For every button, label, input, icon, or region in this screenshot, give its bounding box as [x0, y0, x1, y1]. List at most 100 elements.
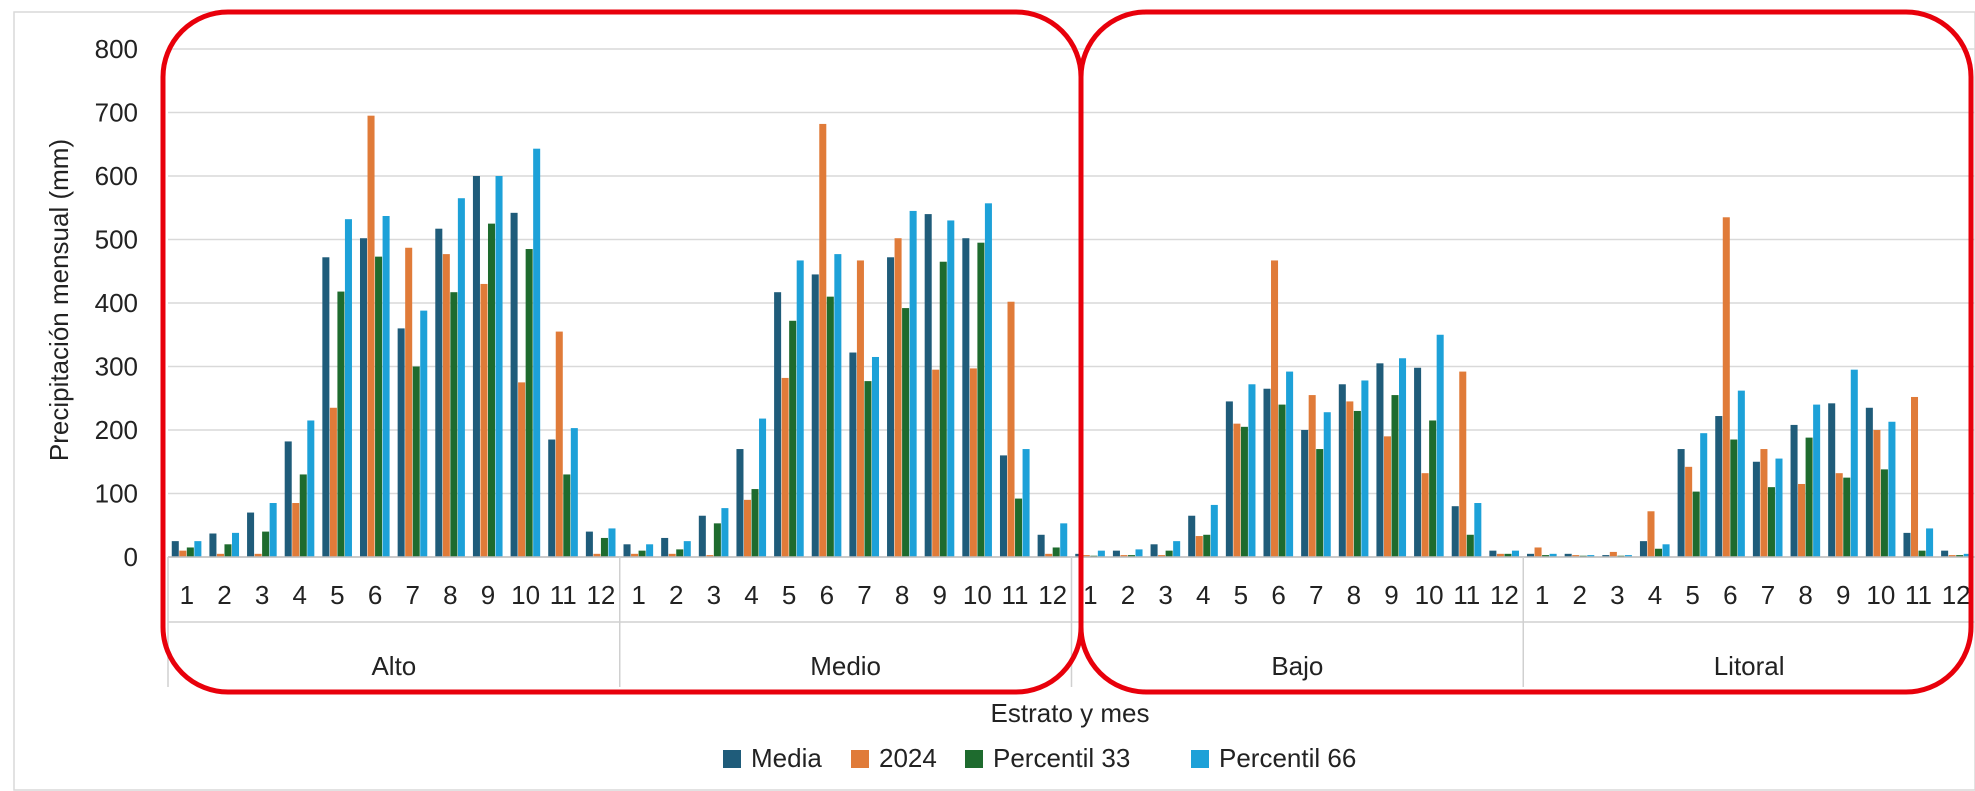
bar-media	[1752, 461, 1760, 557]
bar-percentil-33	[1956, 555, 1964, 557]
y-tick-label: 300	[95, 352, 138, 382]
bar-percentil-66	[1963, 553, 1971, 557]
x-tick-label: 12	[1942, 580, 1971, 610]
bar-media	[1527, 553, 1535, 557]
bar-2024	[442, 254, 450, 558]
bar-percentil-33	[525, 249, 533, 557]
x-tick-label: 12	[586, 580, 615, 610]
x-tick-label: 6	[820, 580, 834, 610]
bar-percentil-66	[382, 216, 390, 557]
bar-percentil-66	[646, 544, 654, 557]
x-tick-label: 8	[895, 580, 909, 610]
x-tick-label: 11	[1905, 580, 1932, 610]
bar-2024	[1271, 260, 1279, 557]
gridlines	[168, 48, 1975, 558]
bar-percentil-66	[1361, 380, 1369, 557]
bar-2024	[1798, 483, 1806, 557]
bar-2024	[1911, 396, 1919, 557]
bars	[171, 115, 1971, 558]
bar-percentil-33	[299, 474, 307, 557]
bar-percentil-66	[1173, 541, 1181, 558]
bar-media	[1225, 401, 1233, 557]
x-tick-label: 1	[631, 580, 645, 610]
bar-percentil-66	[1888, 421, 1896, 557]
x-tick-label: 10	[511, 580, 540, 610]
bar-2024	[1835, 473, 1843, 557]
bar-percentil-66	[1624, 555, 1632, 557]
x-tick-label: 7	[405, 580, 419, 610]
x-tick-label: 2	[1121, 580, 1135, 610]
bar-2024	[1722, 217, 1730, 557]
bar-percentil-66	[232, 532, 240, 557]
legend-swatch	[851, 750, 869, 768]
x-tick-label: 5	[782, 580, 796, 610]
x-tick-label: 7	[1309, 580, 1323, 610]
bar-percentil-33	[1391, 395, 1399, 557]
bar-2024	[1572, 555, 1580, 557]
bar-2024	[1685, 466, 1693, 557]
bar-2024	[1082, 555, 1090, 557]
x-tick-label: 7	[857, 580, 871, 610]
bar-media	[284, 441, 292, 557]
bar-2024	[254, 553, 262, 557]
bar-percentil-66	[834, 254, 842, 558]
bar-percentil-33	[751, 489, 759, 557]
x-tick-label: 2	[217, 580, 231, 610]
x-tick-label: 5	[330, 580, 344, 610]
x-tick-label: 3	[707, 580, 721, 610]
bar-percentil-66	[1511, 550, 1519, 557]
bar-percentil-33	[412, 366, 420, 557]
bar-2024	[179, 550, 187, 557]
bar-2024	[555, 331, 563, 557]
bar-media	[1376, 363, 1384, 557]
bar-2024	[781, 377, 789, 557]
bar-2024	[668, 553, 676, 557]
bar-percentil-66	[721, 508, 729, 557]
y-tick-label: 700	[95, 98, 138, 128]
x-tick-label: 2	[669, 580, 683, 610]
x-tick-label: 11	[550, 580, 577, 610]
bar-media	[1790, 424, 1798, 557]
x-tick-label: 12	[1490, 580, 1519, 610]
bar-percentil-33	[1316, 449, 1324, 557]
bar-media	[698, 515, 706, 557]
x-tick-label: 4	[1648, 580, 1662, 610]
bar-percentil-66	[1850, 369, 1858, 557]
y-tick-labels: 0 100 200 300 400 500 600 700 800	[95, 34, 138, 572]
bar-percentil-33	[224, 544, 232, 557]
x-tick-label: 1	[180, 580, 194, 610]
bar-percentil-66	[1135, 549, 1143, 557]
bar-2024	[894, 238, 902, 558]
group-label: Bajo	[1271, 651, 1323, 681]
legend-swatch	[965, 750, 983, 768]
bar-percentil-33	[1880, 469, 1888, 557]
bar-percentil-33	[638, 550, 646, 557]
bar-percentil-66	[457, 198, 465, 557]
chart-border	[13, 11, 1975, 791]
bar-2024	[292, 503, 300, 557]
legend-label: Media	[751, 743, 822, 773]
bar-2024	[480, 283, 488, 557]
x-tick-label: 12	[1038, 580, 1067, 610]
legend-swatch	[1191, 750, 1209, 768]
bar-2024	[1609, 551, 1617, 557]
x-tick-label: 10	[963, 580, 992, 610]
bar-percentil-33	[563, 474, 571, 557]
bar-2024	[932, 369, 940, 557]
bar-percentil-33	[713, 523, 721, 557]
bar-percentil-33	[1353, 410, 1361, 557]
bar-media	[1112, 550, 1120, 557]
bar-percentil-66	[759, 418, 767, 557]
bar-percentil-33	[902, 308, 910, 557]
bar-2024	[1496, 553, 1504, 557]
bar-percentil-33	[676, 549, 684, 557]
bar-percentil-66	[947, 220, 955, 557]
bar-percentil-33	[337, 291, 345, 557]
bar-percentil-33	[1466, 534, 1474, 557]
bar-media	[548, 439, 556, 557]
bar-percentil-33	[1767, 487, 1775, 557]
bar-percentil-66	[495, 176, 503, 557]
bar-percentil-66	[796, 260, 804, 557]
x-tick-label: 10	[1415, 580, 1444, 610]
